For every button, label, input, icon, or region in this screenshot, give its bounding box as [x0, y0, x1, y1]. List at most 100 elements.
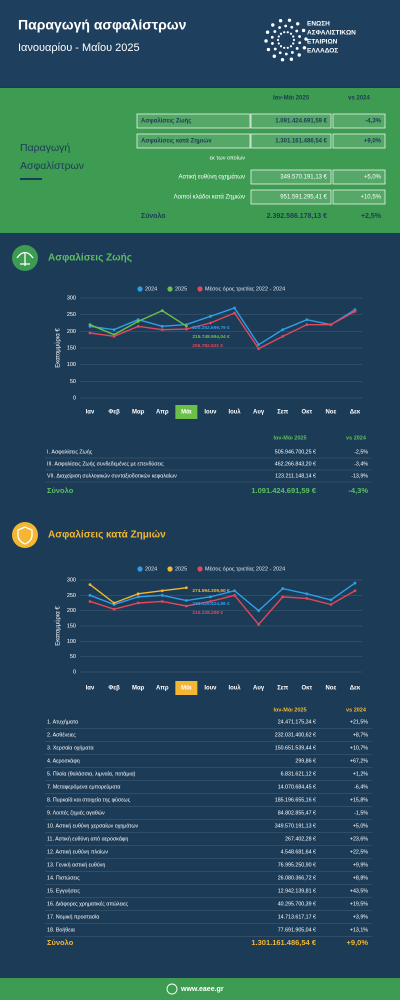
summary-band — [0, 88, 400, 233]
column-header: Ιαν-Μάι 2025 — [273, 96, 310, 102]
month-highlight — [175, 681, 198, 695]
cell — [250, 189, 332, 205]
row-value: 299,86 € — [295, 758, 316, 764]
row-change: +8,7% — [353, 732, 368, 738]
data-point — [136, 601, 140, 605]
data-point — [88, 600, 92, 603]
logo-dot — [283, 46, 286, 49]
data-point — [184, 327, 188, 331]
row-value: 349.570.191,13 € — [280, 175, 327, 181]
column-header: vs 2024 — [346, 707, 367, 713]
row-label: I. Ασφαλίσεις Ζωής — [47, 448, 93, 455]
series-line — [89, 307, 356, 346]
y-tick-label: 300 — [67, 295, 76, 301]
data-point — [184, 324, 188, 328]
row-value: 232.031.400,62 € — [275, 732, 316, 738]
row-value: 14.713.617,17 € — [278, 914, 316, 920]
legend-label: 2024 — [145, 286, 157, 292]
logo-dot — [277, 35, 280, 38]
row-label: 2. Ασθένειες — [47, 731, 76, 738]
data-point — [257, 347, 261, 351]
logo-dot — [270, 35, 274, 39]
row-label: 13. Γενική αστική ευθύνη — [47, 861, 105, 868]
row-change: +15,8% — [350, 797, 368, 803]
value-label: 215.748.994,04 € — [192, 334, 230, 340]
x-tick-label: Απρ — [156, 410, 169, 416]
logo-dot — [266, 47, 271, 52]
total-label: Σύνολο — [141, 212, 166, 220]
series-line — [89, 310, 356, 350]
value-label: 215.228.298 € — [192, 610, 223, 616]
data-point — [233, 593, 236, 597]
legend-label: 2025 — [175, 566, 187, 572]
row-value: 462.266.843,20 € — [275, 461, 316, 467]
data-point — [112, 607, 116, 611]
logo-dot — [278, 26, 282, 29]
section-title: Ασφαλίσεις κατά Ζημιών — [48, 530, 166, 541]
row-label: Λοιποί κλάδοι κατά Ζημιών — [174, 194, 245, 201]
row-label: 12. Αστική ευθύνη πλοίων — [47, 848, 108, 855]
legend-swatch — [167, 566, 173, 572]
logo-dot — [290, 25, 294, 29]
row-label: Αστική ευθύνη οχημάτων — [178, 174, 245, 181]
x-tick-label: Οκτ — [301, 410, 312, 416]
cell — [332, 169, 386, 185]
row-change: +21,5% — [350, 719, 368, 725]
data-point — [160, 328, 164, 332]
data-point — [305, 323, 309, 327]
logo-dot — [280, 57, 285, 62]
x-tick-label: Φεβ — [108, 410, 120, 416]
data-point — [184, 604, 188, 608]
data-point — [160, 593, 164, 597]
legend-swatch — [197, 566, 203, 572]
summary-label: Παραγωγή — [20, 142, 70, 154]
logo-dot — [265, 30, 270, 34]
life-icon-glyph — [16, 251, 34, 266]
title: Παραγωγή ασφαλίστρων — [18, 17, 187, 33]
footer-band — [0, 978, 400, 1000]
cell — [136, 113, 251, 129]
x-tick-label: Σεπ — [277, 410, 288, 416]
data-point — [184, 599, 188, 602]
x-tick-label: Ιουλ — [228, 410, 241, 416]
total-label: Σύνολο — [47, 938, 74, 947]
cell — [332, 133, 386, 149]
data-point — [209, 595, 212, 599]
data-point — [305, 592, 309, 596]
row-value: 14.070.684,45 € — [278, 784, 316, 790]
logo-dot — [290, 51, 294, 54]
data-point — [329, 603, 333, 606]
row-label: 5. Πλοία (θαλάσσια, λιμναία, ποτάμια) — [47, 770, 136, 777]
y-tick-label: 250 — [67, 593, 76, 599]
logo-dot — [298, 35, 301, 38]
row-label: 1. Ατυχήματα — [47, 718, 78, 725]
row-value: 24.471.175,34 € — [278, 719, 316, 725]
data-point — [233, 306, 236, 310]
row-change: +8,8% — [353, 875, 368, 881]
logo-dot — [286, 46, 289, 49]
header-band — [0, 0, 400, 86]
row-value: 12.942.139,81 € — [278, 888, 316, 894]
row-label: 15. Εγγυήσεις — [47, 887, 80, 894]
row-label: VII. Διαχείριση συλλογικών συνταξιοδοτικ… — [47, 472, 177, 479]
data-point — [209, 321, 212, 325]
row-value: 1.301.161.486,54 € — [275, 139, 327, 145]
row-value: 77.691.905,04 € — [278, 927, 316, 933]
column-header: Ιαν-Μάι 2025 — [273, 707, 306, 713]
legend-swatch — [197, 286, 203, 292]
globe-icon — [166, 983, 178, 995]
y-tick-label: 150 — [67, 345, 76, 351]
row-change: +3,9% — [353, 914, 368, 920]
logo-dot — [284, 52, 288, 56]
logo-text: ΕΤΑΙΡΙΩΝ — [307, 39, 338, 46]
row-label: 8. Πυρκαϊά και στοιχεία της φύσεως — [47, 796, 131, 803]
x-tick-label: Δεκ — [350, 686, 361, 692]
logo-dot — [295, 47, 299, 50]
data-point — [329, 323, 333, 327]
row-value: 150.651.539,44 € — [275, 745, 316, 751]
logo-dot — [289, 45, 293, 48]
data-point — [136, 324, 140, 328]
y-tick-label: 100 — [67, 362, 76, 368]
logo-dot — [304, 37, 308, 41]
